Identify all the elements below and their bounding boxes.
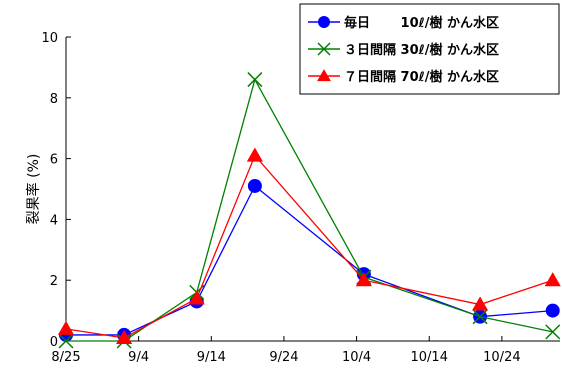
legend-entry: 毎日 10ℓ/樹 かん水区 xyxy=(308,15,499,31)
data-point xyxy=(188,290,205,305)
data-point xyxy=(545,324,561,340)
legend-entry: ３日間隔 30ℓ/樹 かん水区 xyxy=(308,42,499,58)
data-point xyxy=(247,178,262,193)
data-point xyxy=(545,303,560,318)
x-tick-label: 8/25 xyxy=(51,350,80,365)
data-point xyxy=(57,320,75,335)
x-tick-label: 9/14 xyxy=(197,350,226,365)
x-axis-ticks: 8/25 9/4 9/14 9/24 10/4 10/14 10/24 xyxy=(51,336,521,365)
data-point xyxy=(472,309,488,325)
data-point xyxy=(355,272,372,287)
y-tick-label: 4 xyxy=(50,213,58,228)
x-tick-label: 10/24 xyxy=(483,350,520,365)
axes xyxy=(65,37,560,342)
y-tick-label: 0 xyxy=(50,335,58,350)
data-point xyxy=(58,333,74,349)
legend-marker xyxy=(317,42,331,56)
data-point xyxy=(116,329,133,344)
x-tick-label: 9/4 xyxy=(128,350,149,365)
y-axis-label: 裂果率 (%) xyxy=(25,154,42,225)
data-point xyxy=(247,72,263,88)
y-tick-label: 10 xyxy=(41,31,58,46)
legend-label: 毎日 10ℓ/樹 かん水区 xyxy=(344,15,499,31)
legend-label: ３日間隔 30ℓ/樹 かん水区 xyxy=(344,42,499,58)
legend-entry: ７日間隔 70ℓ/樹 かん水区 xyxy=(308,69,499,85)
y-tick-label: 8 xyxy=(50,92,58,107)
x-tick-label: 9/24 xyxy=(269,350,298,365)
series-3 xyxy=(57,147,561,344)
legend-box xyxy=(299,3,560,95)
y-axis-ticks: 0 2 4 6 8 10 xyxy=(41,31,71,350)
y-tick-label: 6 xyxy=(50,153,58,168)
data-point xyxy=(246,147,263,162)
x-tick-label: 10/14 xyxy=(411,350,448,365)
legend-label: ７日間隔 70ℓ/樹 かん水区 xyxy=(344,69,499,85)
x-tick-label: 10/4 xyxy=(342,350,371,365)
data-point xyxy=(544,272,561,287)
legend-marker xyxy=(318,16,330,28)
legend: 毎日 10ℓ/樹 かん水区 ３日間隔 30ℓ/樹 かん水区 ７日間隔 70ℓ/樹 か… xyxy=(299,3,560,95)
y-tick-label: 2 xyxy=(50,274,58,289)
series-group xyxy=(57,72,561,349)
legend-marker xyxy=(317,69,331,82)
data-point xyxy=(472,296,489,311)
